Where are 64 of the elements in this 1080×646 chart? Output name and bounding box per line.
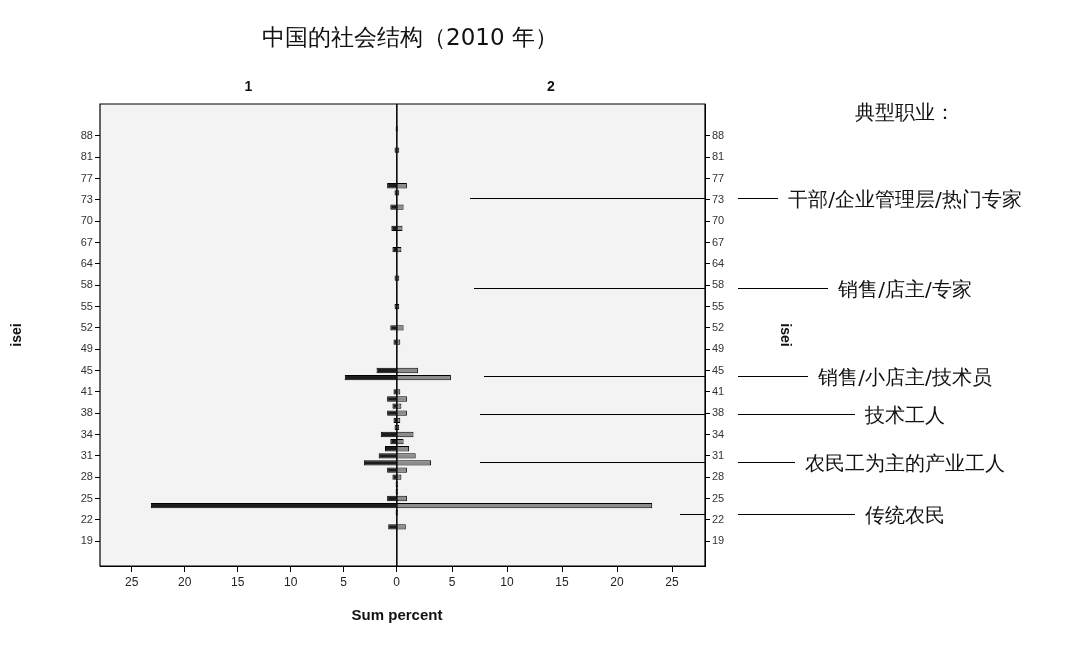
y-tick-label: 67 xyxy=(712,235,725,248)
x-tick-label: 25 xyxy=(665,574,679,589)
x-tick-label: 10 xyxy=(500,574,514,589)
text: 典型职业： xyxy=(855,100,955,124)
text: 传统农民 xyxy=(865,503,945,527)
y-tick-label: 28 xyxy=(712,470,725,483)
chart-title: 2 xyxy=(547,77,556,94)
text: 技术工人 xyxy=(865,403,945,427)
y-tick-label: 31 xyxy=(81,448,94,461)
y-tick-label: 41 xyxy=(81,384,94,397)
text: 销售/小店主/技术员 xyxy=(818,365,992,389)
y-tick-label: 38 xyxy=(81,406,94,419)
y-tick-label: 52 xyxy=(81,320,94,333)
y-tick-label: 49 xyxy=(712,342,725,355)
x-tick-label: 20 xyxy=(178,574,193,589)
x-tick-label: 0 xyxy=(393,574,401,589)
y-tick-label: 25 xyxy=(712,491,725,504)
y-tick-label: 64 xyxy=(712,256,725,269)
y-tick-label: 55 xyxy=(712,299,725,312)
y-tick-label: 70 xyxy=(81,214,94,227)
text: 干部/企业管理层/热门专家 xyxy=(788,187,1022,211)
y-tick-label: 45 xyxy=(81,363,94,376)
y-tick-label: 22 xyxy=(81,512,94,525)
y-tick-label: 38 xyxy=(712,406,725,419)
x-tick-label: 20 xyxy=(610,574,624,589)
y-tick-label: 88 xyxy=(712,129,725,142)
y-tick-label: 81 xyxy=(81,150,94,163)
y-tick-label: 55 xyxy=(81,299,94,312)
y-axis-title: isei xyxy=(777,323,794,347)
y-tick-label: 45 xyxy=(712,363,725,376)
y-tick-label: 73 xyxy=(712,192,725,205)
y-tick-label: 81 xyxy=(712,150,725,163)
y-tick-label: 70 xyxy=(712,214,725,227)
y-axis-title: isei xyxy=(8,323,25,347)
y-tick-label: 73 xyxy=(81,192,94,205)
y-tick-label: 88 xyxy=(81,129,94,142)
x-tick-label: 5 xyxy=(448,574,456,589)
y-tick-label: 34 xyxy=(712,427,725,440)
x-tick-label: 10 xyxy=(284,574,299,589)
y-tick-label: 31 xyxy=(712,448,725,461)
y-tick-label: 64 xyxy=(81,256,94,269)
y-tick-label: 28 xyxy=(81,470,94,483)
y-tick-label: 52 xyxy=(712,320,725,333)
y-tick-label: 49 xyxy=(81,342,94,355)
y-tick-label: 19 xyxy=(81,534,94,547)
chart-title: 1 xyxy=(244,77,253,94)
text: 农民工为主的产业工人 xyxy=(805,451,1005,475)
x-tick-label: 5 xyxy=(340,574,348,589)
text: 中国的社会结构（2010 年） xyxy=(262,23,558,52)
y-tick-label: 67 xyxy=(81,235,94,248)
x-tick-label: 15 xyxy=(231,574,246,589)
x-axis-title: Sum percent xyxy=(351,606,443,623)
x-tick-label: 25 xyxy=(125,574,140,589)
y-tick-label: 19 xyxy=(712,534,725,547)
y-tick-label: 77 xyxy=(712,171,725,184)
y-tick-label: 22 xyxy=(712,512,725,525)
x-tick-label: 15 xyxy=(555,574,569,589)
y-tick-label: 58 xyxy=(81,278,94,291)
y-tick-label: 25 xyxy=(81,491,94,504)
y-tick-label: 77 xyxy=(81,171,94,184)
text: 销售/店主/专家 xyxy=(838,277,972,301)
y-tick-label: 41 xyxy=(712,384,725,397)
y-tick-label: 34 xyxy=(81,427,94,440)
y-tick-label: 58 xyxy=(712,278,725,291)
